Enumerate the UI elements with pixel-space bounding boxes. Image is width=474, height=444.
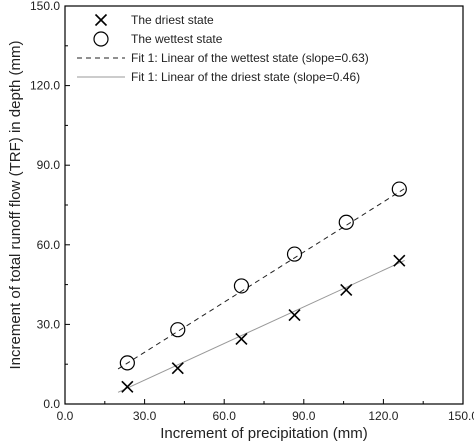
- driest-point: [288, 309, 301, 322]
- driest-point: [393, 254, 406, 267]
- x-tick-label: 30.0: [133, 409, 157, 423]
- y-tick-label: 60.0: [37, 238, 61, 252]
- x-tick-label: 90.0: [292, 409, 316, 423]
- driest-point: [171, 362, 184, 375]
- y-tick-label: 0.0: [43, 397, 60, 411]
- y-tick-label: 150.0: [30, 0, 60, 13]
- axis-ticks: 0.0 30.0 60.0 90.0 120.0 150.0 0.0 30.0 60.0 90.0…: [30, 0, 474, 423]
- y-tick-label: 30.0: [37, 317, 61, 331]
- legend-symbol: [93, 31, 109, 47]
- fit-lines: [117, 188, 405, 393]
- data-markers: [119, 181, 407, 393]
- wettest-point: [391, 181, 407, 197]
- legend-symbol: [94, 13, 108, 27]
- legend-label: The driest state: [131, 13, 214, 27]
- wettest-point: [170, 322, 186, 338]
- x-tick-label: 120.0: [368, 409, 398, 423]
- x-axis-title: Increment of precipitation (mm): [160, 425, 368, 442]
- legend: The driest state The wettest state Fit 1: …: [77, 13, 369, 84]
- wettest-point: [286, 246, 303, 262]
- wettest-point: [119, 355, 135, 371]
- wettest-point: [233, 278, 250, 294]
- driest-point: [235, 332, 248, 346]
- wettest-point: [338, 214, 354, 230]
- legend-label: Fit 1: Linear of the driest state (slope…: [131, 70, 360, 84]
- x-tick-label: 150.0: [448, 409, 474, 423]
- legend-label: The wettest state: [131, 32, 223, 46]
- plot-frame: [64, 5, 464, 405]
- y-tick-label: 120.0: [30, 79, 60, 93]
- driest-point: [121, 380, 134, 393]
- y-axis-title: Increment of total runoff flow (TRF) in …: [7, 40, 24, 369]
- fit-line-wettest: [117, 188, 405, 370]
- x-tick-label: 0.0: [57, 409, 74, 423]
- x-tick-label: 60.0: [213, 409, 237, 423]
- y-tick-label: 90.0: [37, 158, 61, 172]
- driest-point: [340, 283, 353, 296]
- legend-label: Fit 1: Linear of the wettest state (slop…: [131, 51, 369, 65]
- fit-line-driest: [117, 260, 405, 393]
